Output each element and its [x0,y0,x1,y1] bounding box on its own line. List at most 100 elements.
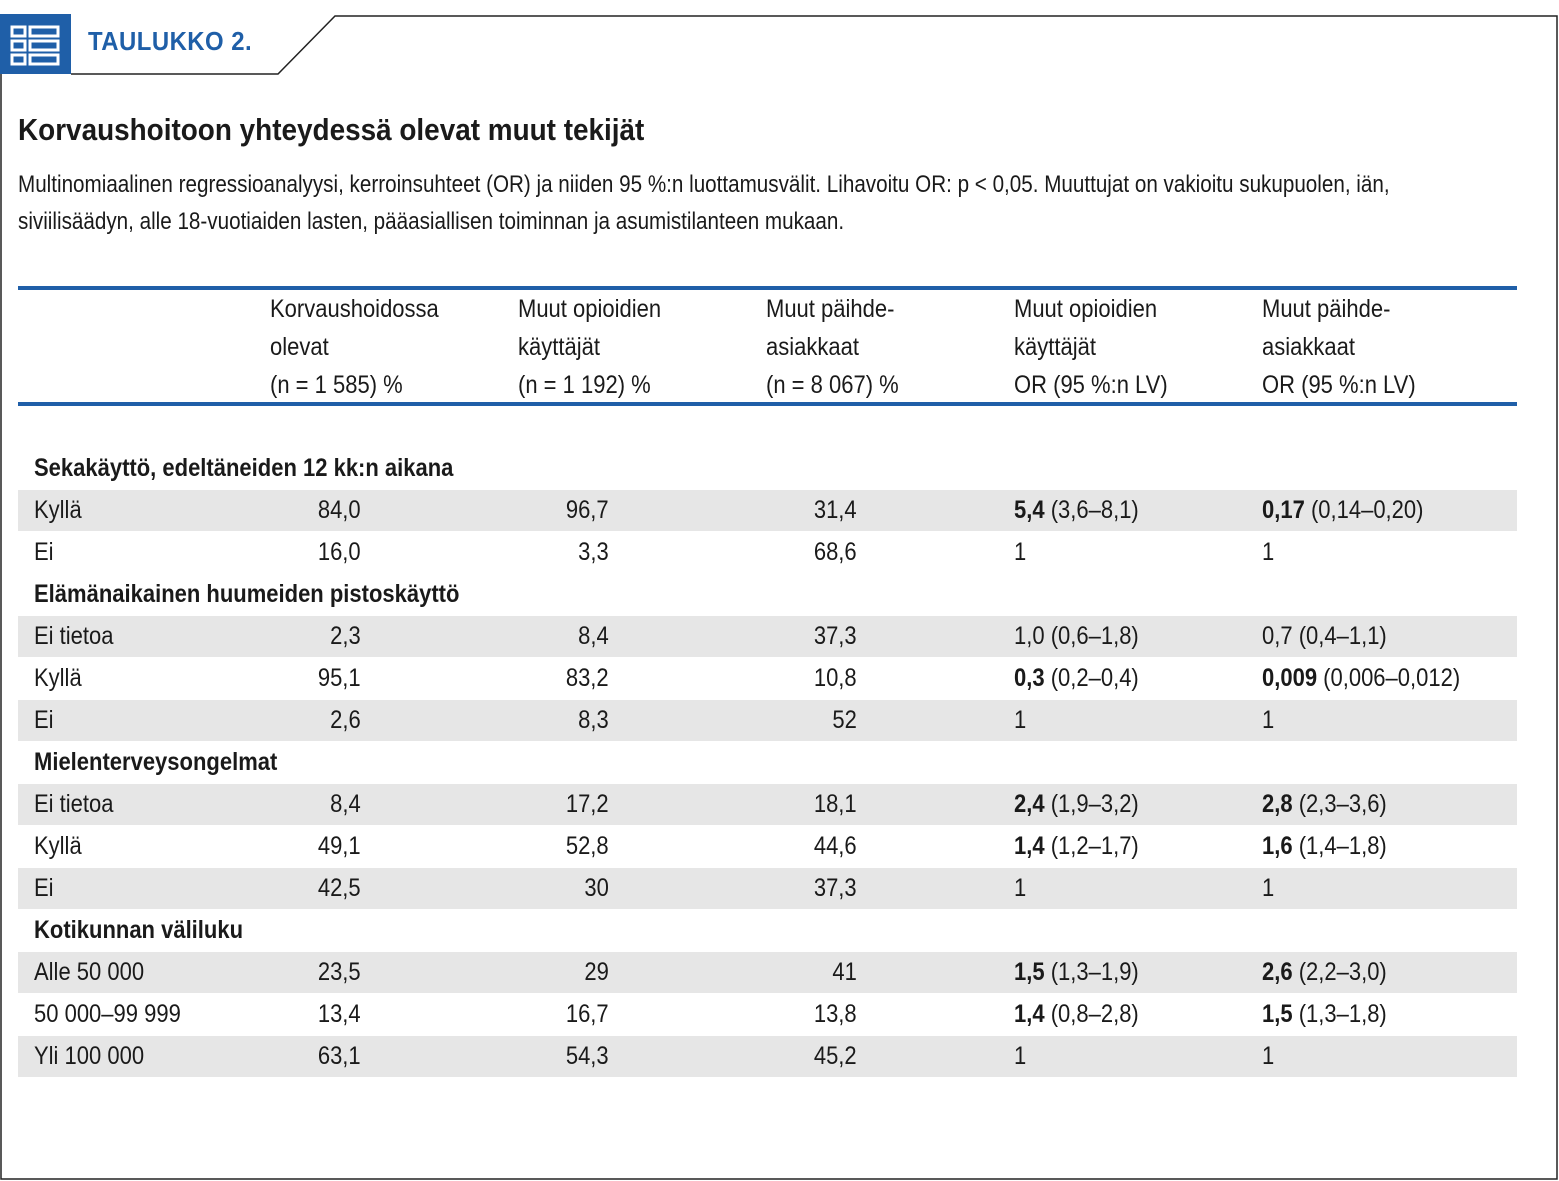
percent-cell: 68,6 [814,538,857,566]
significant-or-value: 2,8 [1262,790,1293,818]
percent-cell: 8,3 [578,706,609,734]
percent-cell: 17,2 [566,790,609,818]
significant-or-value: 0,3 [1014,664,1045,692]
odds-ratio-cell: 2,6 (2,2–3,0) [1262,958,1387,986]
percent-cell: 54,3 [566,1042,609,1070]
percent-cell: 13,4 [318,1000,361,1028]
table-section-row: Mielenterveysongelmat [18,742,1517,783]
percent-cell: 52 [832,706,857,734]
table-list-icon [0,14,71,74]
percent-cell: 52,8 [566,832,609,860]
table-section-row: Kotikunnan väliluku [18,910,1517,951]
table-row: Kyllä 95,1 83,2 10,8 0,3 (0,2–0,4) 0,009 (0,0… [18,658,1517,699]
header-top-rule [18,286,1517,290]
significant-or-value: 1,5 [1014,958,1045,986]
table-number-label: TAULUKKO 2. [88,26,253,56]
percent-cell: 44,6 [814,832,857,860]
percent-cell: 37,3 [814,622,857,650]
odds-ratio-cell: 0,3 (0,2–0,4) [1014,664,1139,692]
percent-cell: 16,7 [566,1000,609,1028]
percent-cell: 41 [832,958,857,986]
percent-cell: 10,8 [814,664,857,692]
row-label: Ei [34,874,54,902]
percent-cell: 95,1 [318,664,361,692]
table-title: Korvaushoitoon yhteydessä olevat muut te… [18,112,645,147]
table-row: Kyllä 84,0 96,7 31,4 5,4 (3,6–8,1) 0,17 (0,14… [18,490,1517,531]
significant-or-value: 5,4 [1014,496,1045,524]
significant-or-value: 1,6 [1262,832,1293,860]
percent-cell: 84,0 [318,496,361,524]
percent-cell: 96,7 [566,496,609,524]
row-label: Ei tietoa [34,790,114,818]
percent-cell: 18,1 [814,790,857,818]
row-label: Ei [34,538,54,566]
table-row: Ei tietoa 8,4 17,2 18,1 2,4 (1,9–3,2) 2,8 (2,… [18,784,1517,825]
percent-cell: 37,3 [814,874,857,902]
significant-or-value: 0,17 [1262,496,1305,524]
table-section-row: Sekakäyttö, edeltäneiden 12 kk:n aikana [18,448,1517,489]
odds-ratio-cell: 1,5 (1,3–1,9) [1014,958,1139,986]
table-row: Ei tietoa 2,3 8,4 37,3 1,0 (0,6–1,8) 0,7 (0,4… [18,616,1517,657]
row-label: Ei tietoa [34,622,114,650]
row-label: 50 000–99 999 [34,1000,181,1028]
odds-ratio-cell: 1,6 (1,4–1,8) [1262,832,1387,860]
significant-or-value: 2,4 [1014,790,1045,818]
header-bottom-rule [18,402,1517,406]
column-header-replacement-therapy: Korvaushoidossa olevat (n = 1 585) % [270,295,439,399]
table-row: Alle 50 000 23,5 29 41 1,5 (1,3–1,9) 2,6 (2,2… [18,952,1517,993]
column-header-or-opioid-users: Muut opioidien käyttäjät OR (95 %:n LV) [1014,295,1168,399]
table-row: Ei 16,0 3,3 68,6 1 1 [18,532,1517,573]
section-heading: Elämänaikainen huumeiden pistoskäyttö [34,580,460,608]
column-header-or-substance-clients: Muut päihde-asiakkaat OR (95 %:n LV) [1262,295,1416,399]
percent-cell: 2,6 [330,706,361,734]
odds-ratio-cell: 0,17 (0,14–0,20) [1262,496,1424,524]
row-label: Kyllä [34,832,82,860]
odds-ratio-cell: 1,4 (0,8–2,8) [1014,1000,1139,1028]
percent-cell: 30 [584,874,609,902]
odds-ratio-cell: 1 [1262,538,1275,566]
column-header-other-opioid-users: Muut opioidien käyttäjät (n = 1 192) % [518,295,662,399]
percent-cell: 2,3 [330,622,361,650]
percent-cell: 45,2 [814,1042,857,1070]
odds-ratio-cell: 1 [1014,706,1027,734]
section-heading: Mielenterveysongelmat [34,748,278,776]
row-label: Yli 100 000 [34,1042,145,1070]
percent-cell: 13,8 [814,1000,857,1028]
table-section-row: Elämänaikainen huumeiden pistoskäyttö [18,574,1517,615]
odds-ratio-cell: 1,4 (1,2–1,7) [1014,832,1139,860]
section-heading: Kotikunnan väliluku [34,916,244,944]
significant-or-value: 1,5 [1262,1000,1293,1028]
row-label: Alle 50 000 [34,958,145,986]
row-label: Kyllä [34,496,82,524]
odds-ratio-cell: 1 [1262,874,1275,902]
odds-ratio-cell: 1 [1014,874,1027,902]
percent-cell: 16,0 [318,538,361,566]
odds-ratio-cell: 1 [1014,1042,1027,1070]
odds-ratio-cell: 1,0 (0,6–1,8) [1014,622,1139,650]
significant-or-value: 1,4 [1014,1000,1045,1028]
percent-cell: 8,4 [578,622,609,650]
table-row: Yli 100 000 63,1 54,3 45,2 1 1 [18,1036,1517,1077]
table-row: Ei 42,5 30 37,3 1 1 [18,868,1517,909]
percent-cell: 23,5 [318,958,361,986]
percent-cell: 3,3 [578,538,609,566]
table-row: 50 000–99 999 13,4 16,7 13,8 1,4 (0,8–2,8) 1,… [18,994,1517,1035]
row-label: Ei [34,706,54,734]
odds-ratio-cell: 1 [1262,1042,1275,1070]
significant-or-value: 2,6 [1262,958,1293,986]
table-description: Multinomiaalinen regressioanalyysi, kerr… [18,171,1390,235]
table-row: Kyllä 49,1 52,8 44,6 1,4 (1,2–1,7) 1,6 (1,4–1… [18,826,1517,867]
percent-cell: 49,1 [318,832,361,860]
row-label: Kyllä [34,664,82,692]
odds-ratio-cell: 1 [1262,706,1275,734]
significant-or-value: 1,4 [1014,832,1045,860]
section-heading: Sekakäyttö, edeltäneiden 12 kk:n aikana [34,454,454,482]
percent-cell: 63,1 [318,1042,361,1070]
odds-ratio-cell: 0,009 (0,006–0,012) [1262,664,1461,692]
percent-cell: 29 [584,958,609,986]
odds-ratio-cell: 1 [1014,538,1027,566]
odds-ratio-cell: 2,4 (1,9–3,2) [1014,790,1139,818]
percent-cell: 83,2 [566,664,609,692]
odds-ratio-cell: 5,4 (3,6–8,1) [1014,496,1139,524]
